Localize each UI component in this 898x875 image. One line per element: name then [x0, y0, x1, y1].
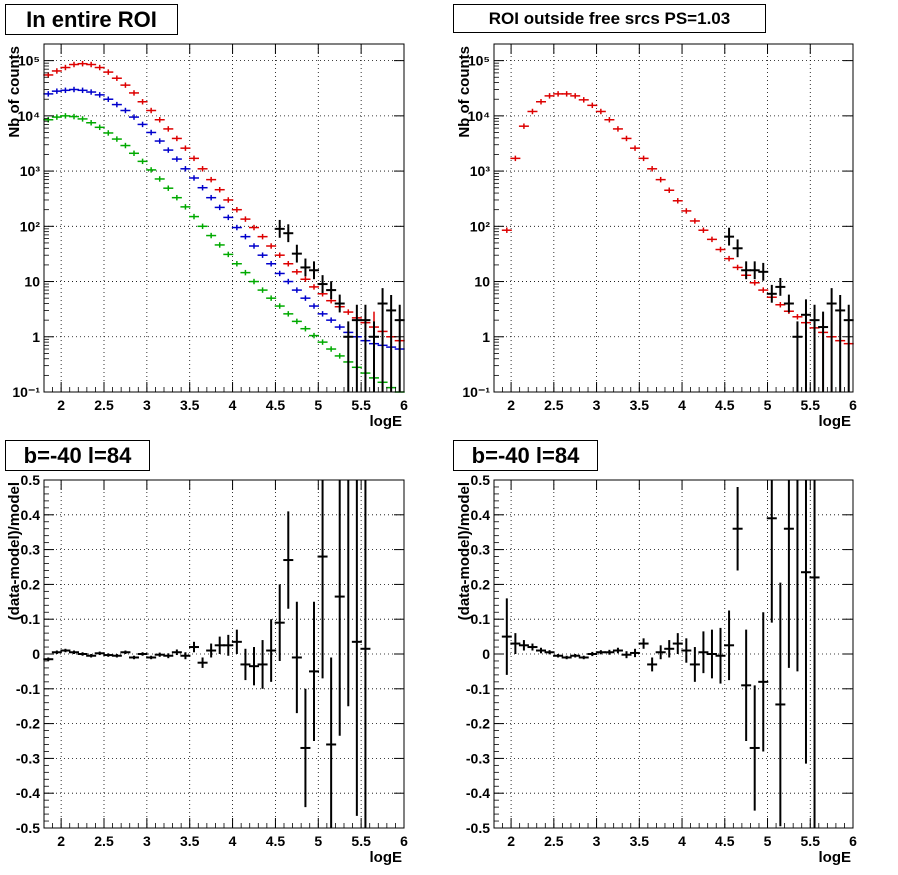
x-axis-label: logE — [370, 849, 403, 866]
chart-panel-4 — [493, 479, 854, 829]
x-tick-label: 3 — [143, 833, 151, 849]
y-axis-label: (data-model)/model — [6, 482, 23, 620]
y-tick-label: -0.3 — [16, 750, 40, 766]
y-tick-label: -0.4 — [466, 785, 490, 801]
x-tick-label: 3 — [593, 833, 601, 849]
y-tick-label: -0.5 — [466, 820, 490, 836]
x-tick-label: 3.5 — [180, 397, 200, 413]
x-tick-label: 6 — [400, 397, 408, 413]
x-tick-label: 3 — [143, 397, 151, 413]
x-tick-label: 3 — [593, 397, 601, 413]
y-tick-label: 0.4 — [21, 507, 41, 523]
y-tick-label: 0.3 — [471, 542, 491, 558]
x-tick-label: 4.5 — [266, 397, 286, 413]
panel-title: b=-40 l=84 — [5, 440, 150, 471]
y-axis-label: (data-model)/model — [456, 482, 473, 620]
x-tick-label: 5 — [314, 833, 322, 849]
x-tick-label: 6 — [400, 833, 408, 849]
x-tick-label: 4.5 — [715, 833, 735, 849]
x-tick-label: 5.5 — [801, 833, 821, 849]
y-tick-label: 10⁴ — [468, 108, 491, 124]
y-tick-label: 0.5 — [21, 472, 41, 488]
x-tick-label: 3.5 — [180, 833, 200, 849]
x-tick-label: 5.5 — [801, 397, 821, 413]
y-tick-label: 0.2 — [471, 576, 491, 592]
x-tick-label: 5.5 — [351, 833, 371, 849]
y-tick-label: 0 — [32, 646, 40, 662]
x-tick-label: 5 — [314, 397, 322, 413]
x-tick-label: 3.5 — [630, 397, 650, 413]
x-axis-label: logE — [819, 413, 852, 430]
x-tick-label: 2.5 — [94, 833, 114, 849]
x-tick-label: 4 — [678, 833, 686, 849]
x-tick-label: 4 — [678, 397, 686, 413]
x-tick-label: 6 — [849, 397, 857, 413]
y-tick-label: 0 — [482, 646, 490, 662]
x-tick-label: 6 — [849, 833, 857, 849]
y-tick-label: -0.2 — [466, 716, 490, 732]
data-series — [724, 227, 854, 392]
x-tick-label: 5 — [764, 397, 772, 413]
chart-panel-3 — [43, 479, 405, 829]
y-tick-label: -0.4 — [16, 785, 40, 801]
y-tick-label: 0.1 — [471, 611, 491, 627]
y-tick-label: 10⁵ — [468, 53, 490, 69]
y-tick-label: 1 — [32, 329, 40, 345]
x-tick-label: 2 — [57, 397, 65, 413]
y-tick-label: 10² — [20, 218, 41, 234]
y-tick-label: -0.1 — [466, 681, 490, 697]
y-tick-label: 10 — [24, 274, 40, 290]
plot-frame — [493, 479, 854, 829]
y-tick-label: -0.3 — [466, 750, 490, 766]
data-series — [43, 113, 405, 393]
data-series — [43, 480, 371, 828]
x-tick-label: 4.5 — [715, 397, 735, 413]
y-tick-label: 10³ — [470, 163, 491, 179]
x-tick-label: 4 — [229, 833, 237, 849]
x-tick-label: 2 — [57, 833, 65, 849]
y-tick-label: 10⁵ — [18, 53, 40, 69]
panel-title: b=-40 l=84 — [453, 440, 598, 471]
y-tick-label: 0.4 — [471, 507, 491, 523]
x-tick-label: 2 — [507, 397, 515, 413]
y-axis-label: Nb of counts — [6, 46, 23, 138]
y-tick-label: -0.1 — [16, 681, 40, 697]
y-tick-label: -0.2 — [16, 716, 40, 732]
panel-title: In entire ROI — [5, 4, 178, 35]
data-series — [501, 91, 854, 392]
x-tick-label: 4.5 — [266, 833, 286, 849]
y-tick-label: 1 — [482, 329, 490, 345]
x-tick-label: 5 — [764, 833, 772, 849]
x-tick-label: 2 — [507, 833, 515, 849]
y-tick-label: 0.5 — [471, 472, 491, 488]
data-series — [274, 219, 405, 392]
y-tick-label: 10⁻¹ — [12, 384, 40, 400]
x-axis-label: logE — [370, 413, 403, 430]
y-tick-label: 10⁴ — [18, 108, 41, 124]
x-axis-label: logE — [819, 849, 852, 866]
chart-panel-1 — [43, 43, 405, 393]
x-tick-label: 5.5 — [351, 397, 371, 413]
data-series — [501, 480, 820, 828]
y-tick-label: 0.3 — [21, 542, 41, 558]
x-tick-label: 2.5 — [544, 833, 564, 849]
chart-panel-2 — [493, 43, 854, 393]
y-tick-label: 0.2 — [21, 576, 41, 592]
y-tick-label: 10³ — [20, 163, 41, 179]
x-tick-label: 3.5 — [630, 833, 650, 849]
panel-title: ROI outside free srcs PS=1.03 — [453, 4, 766, 33]
x-tick-label: 2.5 — [544, 397, 564, 413]
y-tick-label: 10⁻¹ — [462, 384, 490, 400]
x-tick-label: 2.5 — [94, 397, 114, 413]
y-axis-label: Nb of counts — [456, 46, 473, 138]
y-tick-label: 0.1 — [21, 611, 41, 627]
y-tick-label: 10 — [474, 274, 490, 290]
y-tick-label: -0.5 — [16, 820, 40, 836]
y-tick-label: 10² — [470, 218, 491, 234]
x-tick-label: 4 — [229, 397, 237, 413]
